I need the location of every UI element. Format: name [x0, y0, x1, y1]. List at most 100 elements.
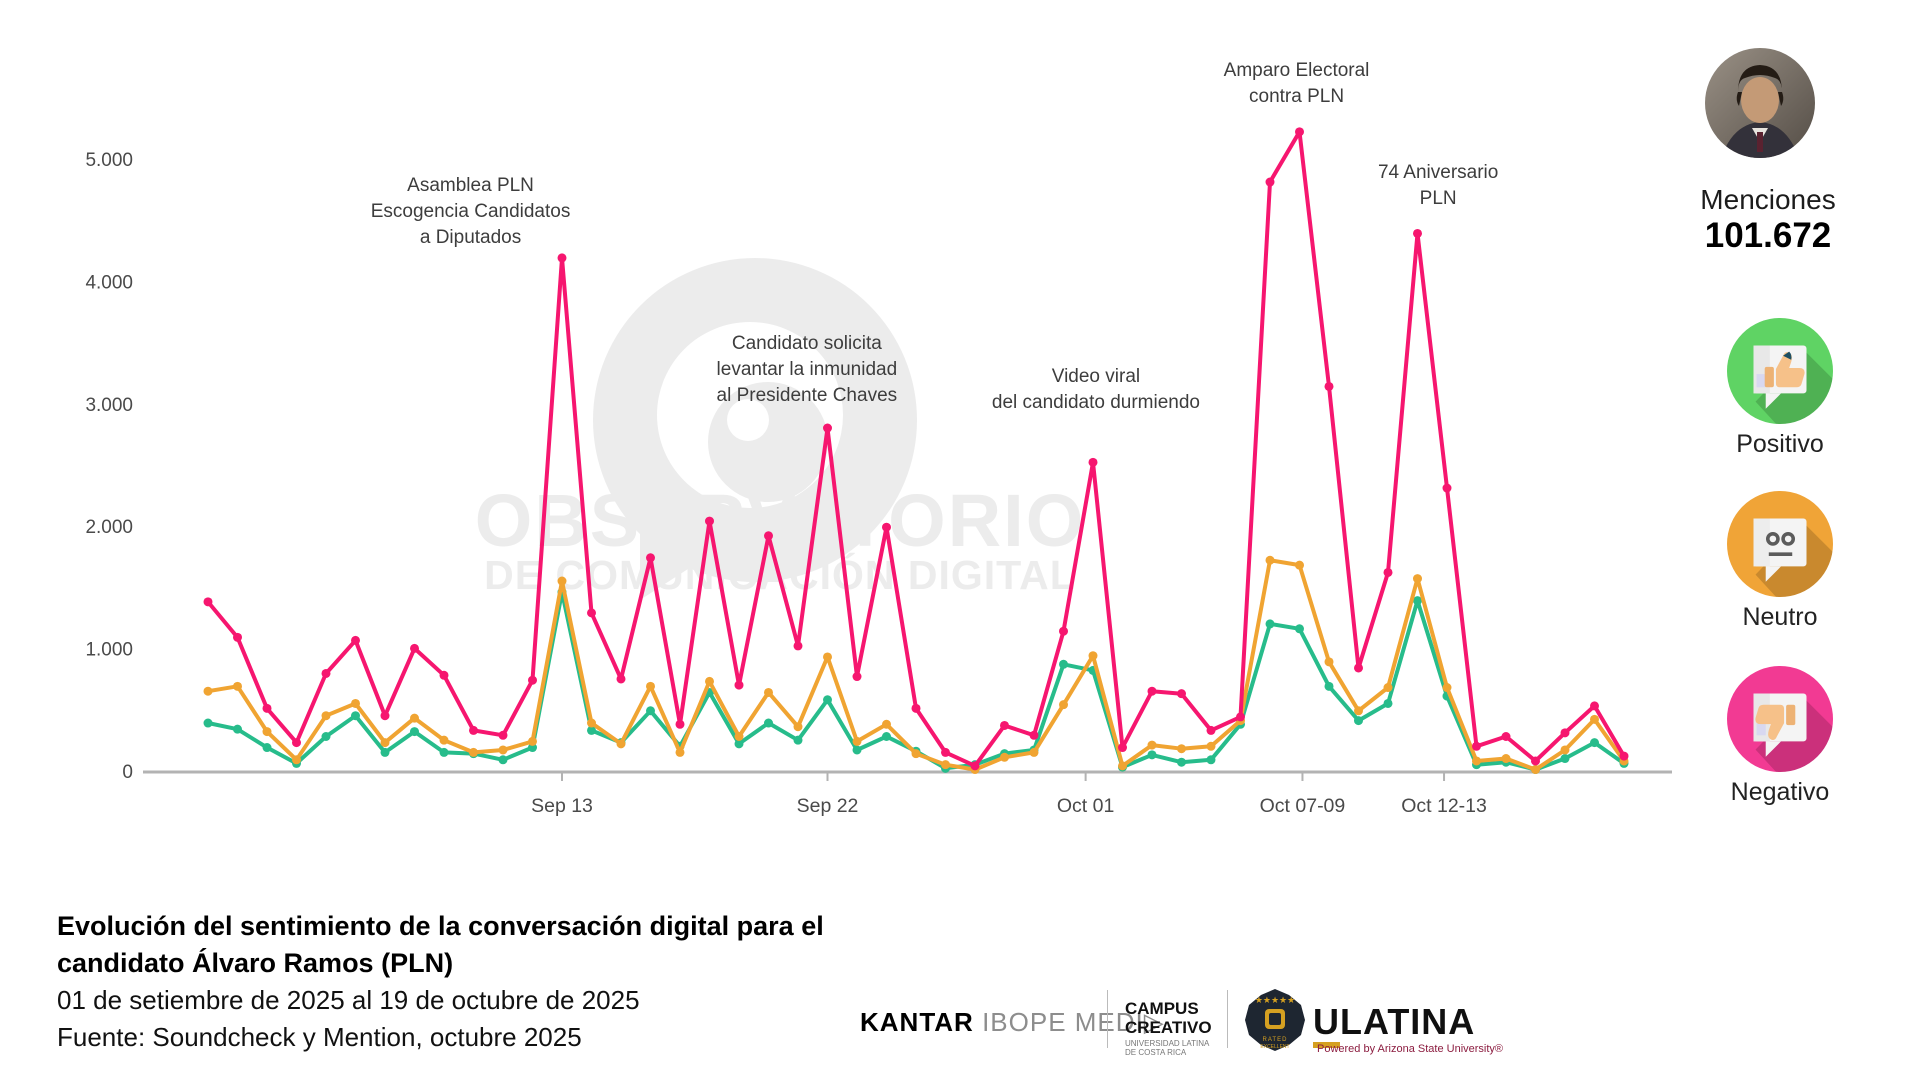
legend-label-negativo: Negativo — [1730, 778, 1830, 806]
data-point-positivo — [764, 718, 773, 728]
data-point-neutro — [705, 676, 714, 686]
data-point-positivo — [882, 732, 891, 742]
data-point-neutro — [1000, 752, 1009, 762]
data-point-negativo — [380, 711, 390, 721]
data-point-neutro — [528, 736, 537, 746]
campus-creativo-subtext: UNIVERSIDAD LATINA DE COSTA RICA — [1125, 1039, 1209, 1057]
data-point-negativo — [1560, 728, 1570, 738]
neutral-face-bubble-icon — [1727, 491, 1833, 597]
ulatina-u-mark: U — [1313, 1001, 1340, 1048]
data-point-neutro — [1295, 560, 1304, 570]
chart-title-line2: candidato Álvaro Ramos (PLN) — [57, 948, 454, 978]
data-point-negativo — [1236, 712, 1245, 722]
data-point-negativo — [1442, 483, 1452, 493]
data-point-negativo — [1177, 689, 1186, 699]
y-tick-label: 2.000 — [85, 517, 133, 538]
series-line-positivo — [206, 590, 1626, 772]
data-point-negativo — [557, 253, 567, 263]
asu-powered-by-text: Powered by Arizona State University® — [1317, 1043, 1504, 1055]
footer-text-block: Evolución del sentimiento de la conversa… — [57, 908, 824, 1056]
data-point-neutro — [469, 747, 478, 757]
annotation-line: Asamblea PLN — [407, 175, 534, 196]
data-point-negativo — [1000, 720, 1009, 730]
data-point-negativo — [646, 553, 655, 563]
y-tick-label: 0 — [122, 762, 133, 783]
logo-divider — [1227, 990, 1228, 1048]
ulatina-wordmark: LATINA — [1340, 1001, 1476, 1042]
data-point-neutro — [351, 698, 360, 708]
campus-word: CAMPUS — [1125, 999, 1199, 1018]
x-tick-label: Oct 07-09 — [1260, 795, 1346, 817]
watermark-line1: OBSERVATORIO — [474, 479, 1086, 562]
data-point-neutro — [1413, 574, 1422, 584]
data-point-neutro — [1059, 700, 1068, 710]
data-point-positivo — [1177, 757, 1186, 767]
data-point-negativo — [1472, 741, 1481, 751]
data-point-positivo — [380, 747, 390, 757]
data-point-negativo — [1501, 732, 1511, 742]
y-tick-label: 3.000 — [85, 395, 133, 416]
annotation-line: Video viral — [1051, 366, 1141, 387]
data-point-neutro — [1177, 744, 1186, 754]
data-point-positivo — [734, 739, 744, 749]
data-point-negativo — [1324, 381, 1334, 391]
data-point-neutro — [941, 760, 950, 770]
thumbs-down-bubble-icon — [1727, 666, 1833, 772]
data-point-neutro — [852, 736, 862, 746]
data-point-positivo — [233, 724, 242, 734]
campus-creativo-logo: CAMPUS CREATIVO — [1125, 999, 1212, 1037]
data-point-neutro — [1354, 706, 1363, 716]
data-point-neutro — [557, 576, 567, 586]
data-point-negativo — [469, 725, 478, 735]
annotation-line: levantar la inmunidad — [716, 359, 898, 380]
data-point-negativo — [410, 643, 419, 653]
data-point-negativo — [793, 641, 803, 651]
universidad-latina-text: UNIVERSIDAD LATINA — [1125, 1039, 1210, 1048]
data-point-negativo — [1531, 756, 1540, 766]
svg-text:RATED: RATED — [1263, 1037, 1288, 1043]
legend-label-positivo: Positivo — [1736, 430, 1824, 458]
data-point-neutro — [292, 755, 301, 765]
data-point-positivo — [439, 747, 449, 757]
data-point-positivo — [203, 718, 213, 728]
data-point-positivo — [646, 706, 655, 716]
data-point-negativo — [439, 670, 449, 680]
data-point-neutro — [1383, 683, 1393, 693]
annotation-line: a Diputados — [419, 227, 522, 248]
data-point-positivo — [823, 695, 832, 705]
data-point-negativo — [1265, 177, 1275, 187]
data-point-negativo — [1118, 743, 1127, 753]
data-point-neutro — [1590, 714, 1599, 724]
legend-item-neutro: Neutro — [1710, 491, 1850, 632]
legend-label-neutro: Neutro — [1742, 603, 1818, 631]
data-point-positivo — [1147, 750, 1157, 760]
data-point-neutro — [675, 747, 685, 757]
legend-item-negativo: Negativo — [1710, 666, 1850, 807]
data-point-neutro — [498, 745, 508, 755]
data-point-positivo — [793, 735, 803, 745]
thumbs-up-bubble-icon — [1727, 318, 1833, 424]
data-point-neutro — [587, 718, 596, 728]
data-point-positivo — [321, 732, 331, 742]
ibope-media-wordmark: IBOPE MEDI▷ — [982, 1007, 1165, 1037]
kantar-ibope-media-logo: KANTAR IBOPE MEDI▷ — [860, 1007, 1165, 1038]
source-note: Fuente: Soundcheck y Mention, octubre 20… — [57, 1022, 582, 1052]
data-point-neutro — [882, 719, 891, 729]
data-point-positivo — [1206, 755, 1216, 765]
y-tick-label: 5.000 — [85, 150, 133, 171]
data-point-positivo — [1354, 716, 1363, 726]
data-point-neutro — [1501, 754, 1511, 764]
data-point-negativo — [292, 738, 301, 748]
data-point-negativo — [823, 423, 832, 433]
data-point-neutro — [439, 735, 449, 745]
data-point-positivo — [1295, 624, 1304, 634]
data-point-negativo — [1206, 725, 1216, 735]
data-point-negativo — [1147, 686, 1157, 696]
data-point-positivo — [1560, 754, 1570, 764]
data-point-negativo — [764, 531, 773, 541]
x-tick-label: Oct 01 — [1057, 795, 1114, 817]
data-point-positivo — [262, 743, 272, 753]
data-point-negativo — [1295, 127, 1304, 137]
data-point-neutro — [233, 681, 242, 691]
data-point-negativo — [734, 680, 744, 690]
